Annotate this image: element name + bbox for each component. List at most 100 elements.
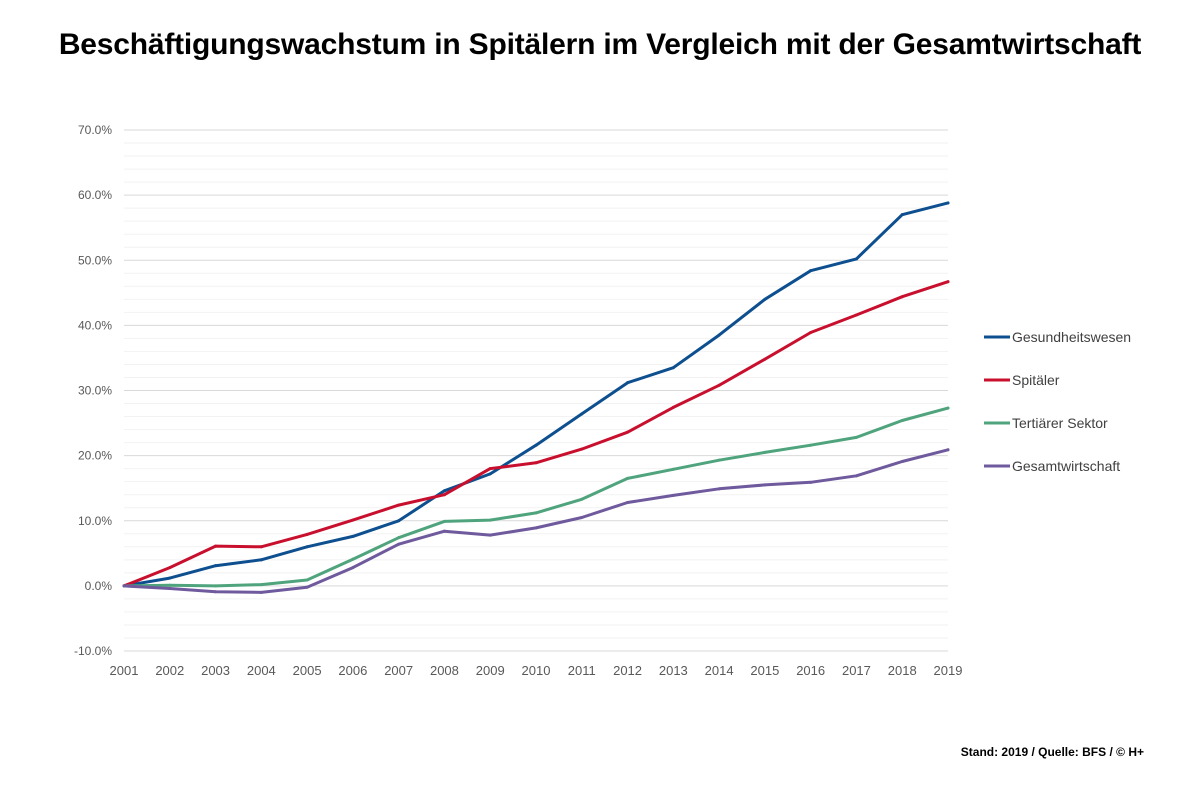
data-point — [626, 476, 630, 480]
data-point — [946, 201, 950, 205]
data-point — [488, 467, 492, 471]
data-point — [305, 532, 309, 536]
x-tick-label: 2002 — [155, 663, 184, 678]
data-point — [580, 412, 584, 416]
grid — [124, 129, 948, 652]
data-point — [534, 526, 538, 530]
data-point — [351, 534, 355, 538]
x-tick-label: 2011 — [568, 663, 596, 678]
data-point — [351, 518, 355, 522]
x-tick-label: 2016 — [796, 663, 825, 678]
data-point — [488, 533, 492, 537]
x-tick-label: 2014 — [705, 663, 734, 678]
y-tick-label: 30.0% — [78, 384, 112, 398]
x-tick-label: 2004 — [247, 663, 276, 678]
data-point — [534, 443, 538, 447]
data-point — [671, 467, 675, 471]
series-line-3 — [122, 406, 950, 588]
x-tick-label: 2006 — [338, 663, 367, 678]
data-point — [809, 480, 813, 484]
y-tick-label: 20.0% — [78, 449, 112, 463]
series-line-2 — [122, 280, 950, 588]
data-point — [214, 584, 218, 588]
y-tick-label: 40.0% — [78, 318, 112, 332]
data-point — [580, 447, 584, 451]
data-point — [442, 493, 446, 497]
data-point — [488, 472, 492, 476]
data-point — [534, 461, 538, 465]
data-point — [351, 557, 355, 561]
legend-label: Gesamtwirtschaft — [1012, 458, 1120, 474]
legend-label: Gesundheitswesen — [1012, 329, 1131, 345]
source-note: Stand: 2019 / Quelle: BFS / © H+ — [960, 745, 1144, 759]
x-tick-label: 2010 — [522, 663, 551, 678]
data-point — [900, 459, 904, 463]
data-point — [809, 269, 813, 273]
data-point — [900, 295, 904, 299]
data-point — [671, 405, 675, 409]
data-point — [717, 383, 721, 387]
data-point — [351, 566, 355, 570]
data-point — [214, 590, 218, 594]
data-point — [397, 519, 401, 523]
y-tick-label: 50.0% — [78, 253, 112, 267]
x-tick-label: 2007 — [384, 663, 413, 678]
x-tick-label: 2003 — [201, 663, 230, 678]
data-point — [626, 501, 630, 505]
x-tick-label: 2013 — [659, 663, 688, 678]
data-point — [671, 366, 675, 370]
legend: Gesundheitswesen Spitäler Tertiärer Sektor… — [984, 329, 1131, 474]
data-point — [214, 544, 218, 548]
data-point — [397, 536, 401, 540]
data-point — [717, 333, 721, 337]
data-point — [397, 542, 401, 546]
data-point — [626, 430, 630, 434]
data-point — [168, 583, 172, 587]
series-lines — [122, 201, 950, 594]
data-point — [763, 297, 767, 301]
data-point — [534, 511, 538, 515]
x-tick-label: 2009 — [476, 663, 505, 678]
data-point — [259, 545, 263, 549]
data-point — [763, 483, 767, 487]
x-axis-ticks: 2001 2002 2003 2004 2005 2006 2007 2008 2009 2010… — [110, 663, 963, 678]
data-point — [305, 545, 309, 549]
data-point — [168, 566, 172, 570]
data-point — [946, 406, 950, 410]
data-point — [717, 458, 721, 462]
x-tick-label: 2015 — [750, 663, 779, 678]
chart-title: Beschäftigungswachstum in Spitälern im V… — [58, 28, 1142, 61]
data-point — [946, 280, 950, 284]
data-point — [214, 564, 218, 568]
data-point — [580, 497, 584, 501]
y-tick-label: -10.0% — [74, 644, 112, 658]
data-point — [442, 519, 446, 523]
data-point — [259, 583, 263, 587]
data-point — [809, 331, 813, 335]
data-point — [259, 590, 263, 594]
x-tick-label: 2012 — [613, 663, 642, 678]
data-point — [580, 515, 584, 519]
y-tick-label: 70.0% — [78, 123, 112, 137]
data-point — [488, 518, 492, 522]
x-tick-label: 2017 — [842, 663, 871, 678]
legend-label: Spitäler — [1012, 372, 1060, 388]
data-point — [442, 529, 446, 533]
data-point — [854, 313, 858, 317]
data-point — [854, 474, 858, 478]
x-tick-label: 2019 — [934, 663, 963, 678]
data-point — [854, 257, 858, 261]
data-point — [397, 503, 401, 507]
x-tick-label: 2005 — [293, 663, 322, 678]
x-tick-label: 2008 — [430, 663, 459, 678]
data-point — [626, 381, 630, 385]
data-point — [122, 584, 126, 588]
y-tick-label: 60.0% — [78, 188, 112, 202]
y-axis-ticks: -10.0% 0.0% 10.0% 20.0% 30.0% 40.0% 50.0% 60.0%… — [74, 123, 112, 658]
data-point — [854, 435, 858, 439]
y-tick-label: 10.0% — [78, 514, 112, 528]
data-point — [809, 443, 813, 447]
data-point — [671, 493, 675, 497]
data-point — [900, 213, 904, 217]
